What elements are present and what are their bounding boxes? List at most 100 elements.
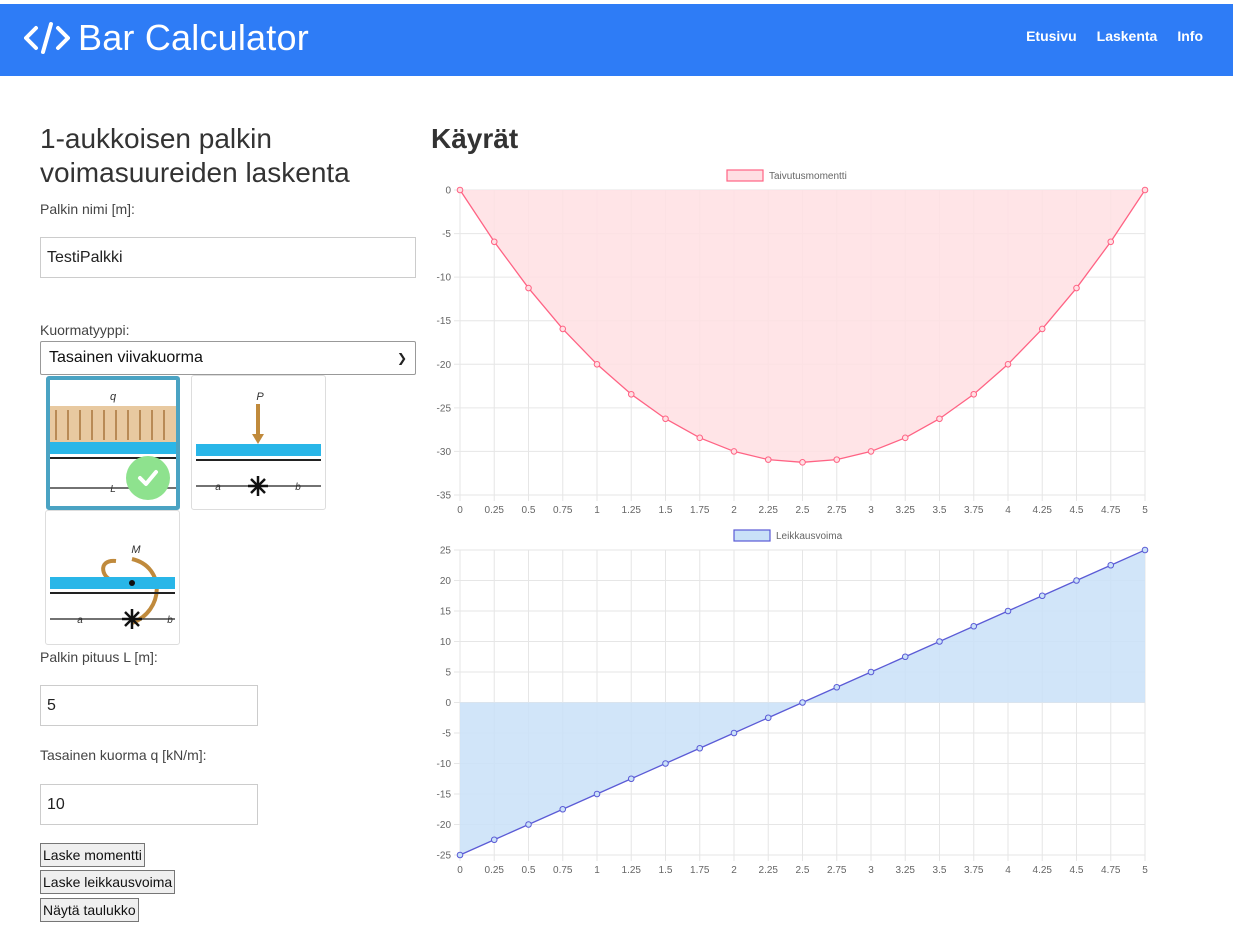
x-tick-label: 4.5 [1070,505,1084,516]
data-point [1141,546,1149,554]
data-point [867,668,875,676]
length-input[interactable] [40,685,258,726]
data-point [970,622,978,630]
load-type-label: Kuormatyyppi: [40,322,130,338]
data-point [525,284,532,292]
data-point [901,434,909,442]
charts-title: Käyrät [431,123,519,154]
data-point [627,390,635,398]
x-tick-label: 2 [731,505,737,516]
x-tick-label: 2.5 [796,505,810,516]
x-tick-label: 1.75 [690,505,710,516]
data-point [1073,577,1080,584]
data-point [799,459,806,466]
data-point [696,434,704,442]
data-point [936,415,943,423]
x-tick-label: 2.5 [796,865,810,876]
legend: Leikkausvoima [733,529,843,542]
legend-swatch [733,529,771,542]
beam-name-input[interactable] [40,237,416,278]
calc-shear-button[interactable]: Laske leikkausvoima [40,870,176,894]
load-image-moment[interactable]: M a b [45,510,180,645]
name-label: Palkin nimi [m]: [40,201,135,217]
data-point [799,699,806,706]
y-tick-label: -15 [437,790,452,801]
load-type-select[interactable]: Tasainen viivakuorma ❯ [40,341,416,375]
data-point [1107,561,1115,569]
brand-title: Bar Calculator [78,17,309,58]
q-label: Tasainen kuorma q [kN/m]: [40,747,207,763]
x-tick-label: 0.5 [522,865,536,876]
data-point [627,775,635,783]
x-tick-label: 2 [731,865,737,876]
data-point [867,448,875,455]
x-tick-label: 3.25 [896,505,916,516]
x-tick-label: 1.5 [659,865,673,876]
data-point [970,390,978,398]
y-tick-label: -20 [437,360,452,371]
data-point [525,821,532,828]
data-point [490,836,498,844]
x-tick-label: 1 [594,865,600,876]
data-point [559,325,567,333]
data-point [696,744,704,752]
x-tick-label: 4.25 [1033,865,1053,876]
x-tick-label: 2.25 [759,865,779,876]
length-label: Palkin pituus L [m]: [40,649,158,665]
data-point [1107,238,1115,246]
x-tick-label: 2.75 [827,505,847,516]
data-point [764,714,772,722]
y-tick-label: -25 [437,851,452,862]
data-point [901,653,909,661]
x-tick-label: 3 [868,505,874,516]
calc-moment-button[interactable]: Laske momentti [40,843,145,867]
x-tick-label: 4.5 [1070,865,1084,876]
x-tick-label: 5 [1142,865,1148,876]
x-tick-label: 3.75 [964,505,984,516]
brand[interactable]: Bar Calculator [24,16,309,60]
data-point [1141,186,1149,194]
y-tick-label: 10 [440,637,452,648]
data-point [490,238,498,246]
moment-load-icon: M a b [50,544,175,629]
y-tick-label: -30 [437,447,452,458]
y-tick-label: -20 [437,820,452,831]
point-load-p-label: P [256,391,264,403]
x-tick-label: 3 [868,865,874,876]
data-point [730,729,738,737]
y-tick-label: 20 [440,576,452,587]
load-type-value: Tasainen viivakuorma [49,349,203,366]
x-tick-label: 0 [457,505,463,516]
x-tick-label: 4 [1005,865,1011,876]
data-point [833,456,841,463]
data-point [833,683,841,691]
point-load-b-label: b [295,482,301,493]
data-point [456,186,464,194]
show-table-button[interactable]: Näytä taulukko [40,898,139,922]
x-tick-label: 3.75 [964,865,984,876]
nav-links: Etusivu Laskenta Info [1026,28,1203,44]
point-load-icon: P a b [196,391,321,496]
legend-label: Leikkausvoima [776,531,843,542]
y-tick-label: 5 [445,668,451,679]
nav-link-etusivu[interactable]: Etusivu [1026,28,1077,44]
uniform-load-q-label: q [110,391,117,403]
data-point [1038,592,1046,600]
uniform-load-l-label: L [110,484,116,495]
code-icon [24,22,70,54]
x-tick-label: 0.25 [485,865,505,876]
q-input[interactable] [40,784,258,825]
legend: Taivutusmomentti [726,169,847,182]
x-tick-label: 4.75 [1101,865,1121,876]
nav-link-laskenta[interactable]: Laskenta [1096,28,1158,44]
x-tick-label: 4.75 [1101,505,1121,516]
data-point [662,760,669,767]
x-tick-label: 2.25 [759,505,779,516]
load-image-point[interactable]: P a b [191,375,326,510]
y-tick-label: 0 [445,698,451,709]
x-tick-label: 3.25 [896,865,916,876]
checkmark-icon [126,456,170,500]
load-image-uniform[interactable]: q L [46,376,180,510]
data-point [456,851,464,859]
nav-link-info[interactable]: Info [1177,28,1203,44]
